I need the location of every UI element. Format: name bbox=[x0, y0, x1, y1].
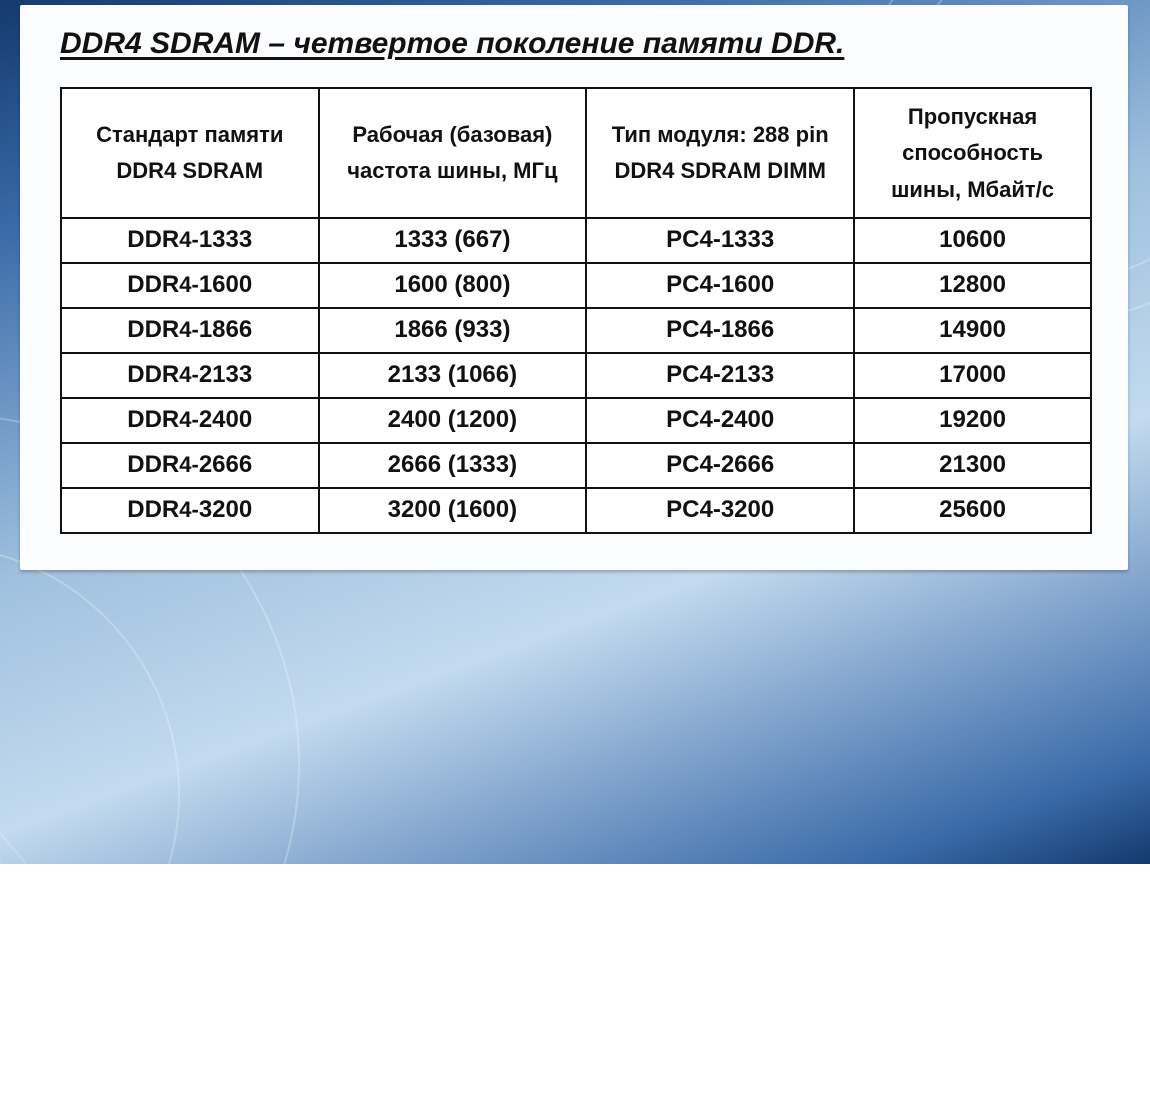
table-row: DDR4-26662666 (1333)PC4-266621300 bbox=[61, 443, 1091, 488]
std-prefix-small: 4- bbox=[179, 227, 199, 252]
cell-bandwidth: 25600 bbox=[854, 488, 1091, 533]
table-row: DDR4-21332133 (1066)PC4-213317000 bbox=[61, 353, 1091, 398]
table-header-row: Стандарт памяти DDR4 SDRAM Рабочая (базо… bbox=[61, 88, 1091, 218]
table-row: DDR4-24002400 (1200)PC4-240019200 bbox=[61, 398, 1091, 443]
cell-frequency: 3200 (1600) bbox=[319, 488, 587, 533]
col-header-frequency: Рабочая (базовая) частота шины, МГц bbox=[319, 88, 587, 218]
col-header-standard: Стандарт памяти DDR4 SDRAM bbox=[61, 88, 319, 218]
std-prefix-big: DDR bbox=[127, 451, 179, 478]
title-rest: – четвертое поколение памяти DDR. bbox=[260, 27, 844, 60]
ddr4-spec-table: Стандарт памяти DDR4 SDRAM Рабочая (базо… bbox=[60, 87, 1092, 534]
col-header-bandwidth: Пропускная способность шины, Мбайт/с bbox=[854, 88, 1091, 218]
cell-bandwidth: 14900 bbox=[854, 308, 1091, 353]
std-suffix: 1866 bbox=[199, 316, 252, 343]
cell-frequency: 1866 (933) bbox=[319, 308, 587, 353]
cell-frequency: 2400 (1200) bbox=[319, 398, 587, 443]
table-row: DDR4-13331333 (667)PC4-133310600 bbox=[61, 218, 1091, 263]
cell-module: PC4-1866 bbox=[586, 308, 854, 353]
std-suffix: 2400 bbox=[199, 406, 252, 433]
cell-module: PC4-1333 bbox=[586, 218, 854, 263]
cell-standard: DDR4-3200 bbox=[61, 488, 319, 533]
std-prefix-small: 4- bbox=[179, 272, 199, 297]
cell-bandwidth: 12800 bbox=[854, 263, 1091, 308]
std-suffix: 2666 bbox=[199, 451, 252, 478]
cell-bandwidth: 19200 bbox=[854, 398, 1091, 443]
std-prefix-small: 4- bbox=[179, 362, 199, 387]
col-header-module: Тип модуля: 288 pin DDR4 SDRAM DIMM bbox=[586, 88, 854, 218]
std-prefix-small: 4- bbox=[179, 497, 199, 522]
std-suffix: 2133 bbox=[199, 361, 252, 388]
content-card: DDR4 SDRAM – четвертое поколение памяти … bbox=[20, 5, 1128, 570]
table-body: DDR4-13331333 (667)PC4-133310600DDR4-160… bbox=[61, 218, 1091, 533]
cell-module: PC4-2400 bbox=[586, 398, 854, 443]
cell-module: PC4-2133 bbox=[586, 353, 854, 398]
std-prefix-big: DDR bbox=[127, 271, 179, 298]
cell-frequency: 2666 (1333) bbox=[319, 443, 587, 488]
cell-module: PC4-2666 bbox=[586, 443, 854, 488]
std-prefix-big: DDR bbox=[127, 226, 179, 253]
std-prefix-big: DDR bbox=[127, 361, 179, 388]
page-title: DDR4 SDRAM – четвертое поколение памяти … bbox=[60, 27, 1092, 61]
table-head: Стандарт памяти DDR4 SDRAM Рабочая (базо… bbox=[61, 88, 1091, 218]
table-row: DDR4-16001600 (800)PC4-160012800 bbox=[61, 263, 1091, 308]
table-row: DDR4-32003200 (1600)PC4-320025600 bbox=[61, 488, 1091, 533]
cell-standard: DDR4-1866 bbox=[61, 308, 319, 353]
title-prefix: DDR4 SDRAM bbox=[60, 27, 260, 60]
cell-standard: DDR4-2133 bbox=[61, 353, 319, 398]
cell-frequency: 1600 (800) bbox=[319, 263, 587, 308]
std-suffix: 1333 bbox=[199, 226, 252, 253]
std-suffix: 1600 bbox=[199, 271, 252, 298]
cell-module: PC4-3200 bbox=[586, 488, 854, 533]
std-prefix-big: DDR bbox=[127, 316, 179, 343]
cell-frequency: 2133 (1066) bbox=[319, 353, 587, 398]
cell-frequency: 1333 (667) bbox=[319, 218, 587, 263]
std-prefix-big: DDR bbox=[127, 496, 179, 523]
cell-standard: DDR4-1333 bbox=[61, 218, 319, 263]
std-prefix-big: DDR bbox=[127, 406, 179, 433]
cell-standard: DDR4-2666 bbox=[61, 443, 319, 488]
std-prefix-small: 4- bbox=[179, 452, 199, 477]
std-suffix: 3200 bbox=[199, 496, 252, 523]
cell-bandwidth: 10600 bbox=[854, 218, 1091, 263]
table-row: DDR4-18661866 (933)PC4-186614900 bbox=[61, 308, 1091, 353]
std-prefix-small: 4- bbox=[179, 317, 199, 342]
cell-module: PC4-1600 bbox=[586, 263, 854, 308]
cell-standard: DDR4-1600 bbox=[61, 263, 319, 308]
cell-bandwidth: 17000 bbox=[854, 353, 1091, 398]
cell-standard: DDR4-2400 bbox=[61, 398, 319, 443]
cell-bandwidth: 21300 bbox=[854, 443, 1091, 488]
std-prefix-small: 4- bbox=[179, 407, 199, 432]
